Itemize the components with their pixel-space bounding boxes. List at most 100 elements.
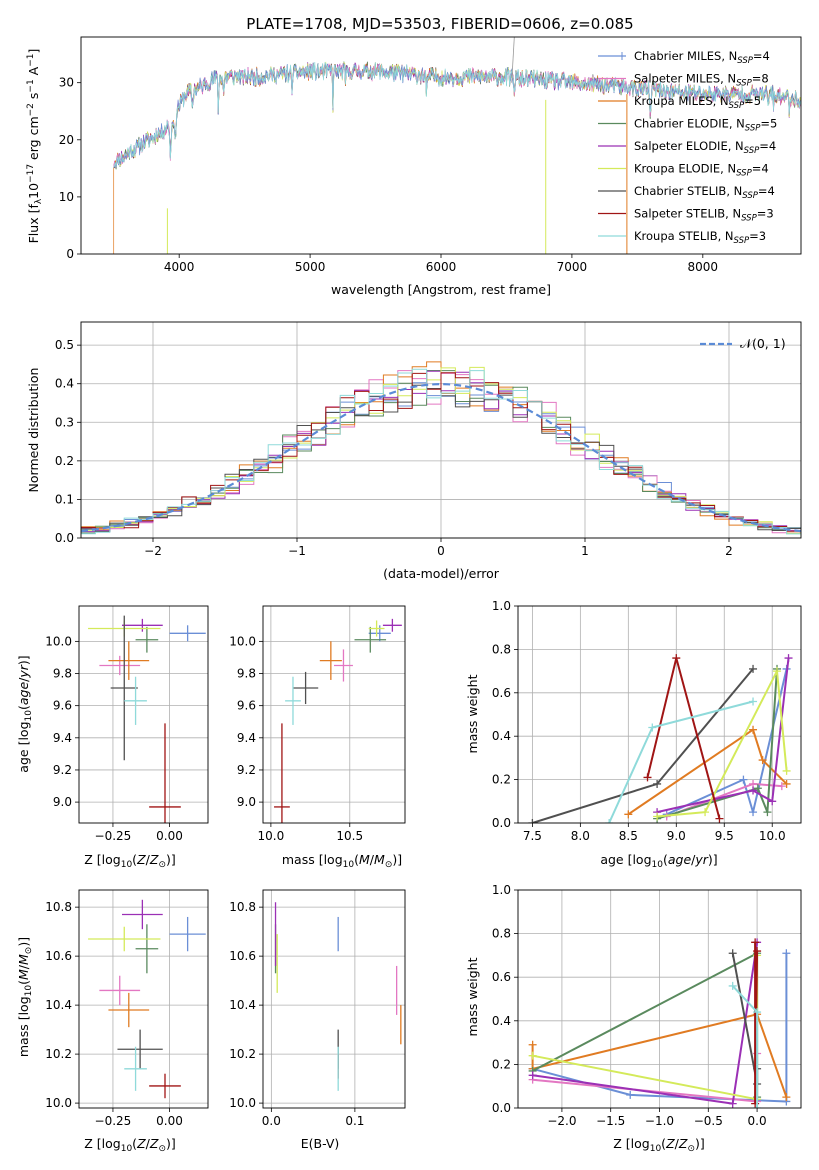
- y-tick-label: 10.0: [229, 1096, 256, 1110]
- x-tick-label: 0.0: [262, 1114, 281, 1128]
- spectrum-legend: Chabrier MILES, NSSP=4 Salpeter MILES, NS…: [598, 49, 777, 246]
- legend-label: Kroupa MILES, NSSP=5: [634, 94, 761, 111]
- y-tick-label: 10: [59, 190, 74, 204]
- y-tick-label: 10.8: [45, 900, 72, 914]
- y-tick-label: 0.5: [55, 338, 74, 352]
- y-tick-label: 0.6: [492, 686, 511, 700]
- histogram-step: [81, 372, 801, 534]
- weight-marker: [753, 947, 762, 956]
- weight-age-x-axis-label: age [log10(age/yr)]: [600, 852, 717, 870]
- age-z-y-axis-label: age [log10(age/yr)]: [16, 655, 34, 772]
- weight-marker: [782, 949, 791, 958]
- x-tick-label: −0.5: [694, 1114, 723, 1128]
- mass-vs-metallicity-grid: [79, 890, 208, 1108]
- weight-marker: [784, 654, 793, 663]
- histogram-step: [81, 370, 801, 535]
- y-tick-label: 0.4: [492, 729, 511, 743]
- weight-vs-age-frame: [517, 605, 802, 824]
- age-z-x-axis-label: Z [log10(Z/Z⊙)]: [84, 852, 176, 870]
- x-tick-label: 10.5: [336, 829, 363, 843]
- x-tick-label: 4000: [164, 260, 195, 274]
- y-tick-label: 0.8: [492, 642, 511, 656]
- spectrum-line: [113, 61, 801, 168]
- weight-marker: [528, 1071, 537, 1080]
- y-tick-label: 9.4: [237, 731, 256, 745]
- x-tick-label: 10.0: [759, 829, 786, 843]
- histogram-step: [81, 384, 801, 532]
- weight-marker: [728, 981, 737, 990]
- age-mass-x-axis-label: mass [log10(M/M⊙)]: [282, 852, 402, 870]
- y-tick-label: 0.2: [492, 773, 511, 787]
- x-tick-label: 0.1: [345, 1114, 364, 1128]
- x-tick-label: 6000: [426, 260, 457, 274]
- age-vs-mass-grid: [263, 606, 405, 823]
- y-tick-label: 10.6: [45, 949, 72, 963]
- residuals-marks: [81, 361, 801, 537]
- y-tick-label: 0.8: [492, 927, 511, 941]
- x-tick-label: 8.5: [619, 829, 638, 843]
- weight-line: [656, 657, 790, 814]
- age-vs-metallicity-panel: −0.25 0.00 9.0 9.2 9.4 9.6 9.8 10.0 Z [log10(Z/…: [16, 605, 209, 870]
- weight-line: [666, 668, 788, 816]
- y-tick-label: 0.1: [55, 492, 74, 506]
- y-tick-label: 10.8: [229, 900, 256, 914]
- age-vs-metallicity-marks: [88, 615, 206, 823]
- y-tick-label: 9.2: [53, 763, 72, 777]
- y-tick-label: 9.4: [53, 731, 72, 745]
- weight-vs-metallicity-frame: [517, 889, 802, 1109]
- y-tick-label: 0.4: [55, 377, 74, 391]
- x-tick-label: 2: [725, 544, 733, 558]
- weight-vs-metallicity-panel: −2.0 −1.5 −1.0 −0.5 0.0 0.0 0.2 0.4 0.6 0.8 1.0 Z …: [465, 883, 802, 1154]
- y-tick-label: 9.0: [237, 795, 256, 809]
- weight-marker: [653, 812, 662, 821]
- x-tick-label: −0.25: [95, 1114, 132, 1128]
- weight-marker: [749, 808, 758, 817]
- x-tick-label: 0.0: [748, 1114, 767, 1128]
- weight-line: [656, 668, 778, 820]
- legend-label: Kroupa ELODIE, NSSP=4: [634, 162, 769, 179]
- weight-marker: [528, 1051, 537, 1060]
- mass-vs-ebv-grid: [263, 890, 405, 1108]
- y-tick-label: 0.0: [492, 1101, 511, 1115]
- y-tick-label: 1.0: [492, 883, 511, 897]
- x-tick-label: 10.0: [258, 829, 285, 843]
- weight-marker: [626, 1090, 635, 1099]
- weight-marker: [763, 808, 772, 817]
- x-tick-label: −1.5: [596, 1114, 625, 1128]
- weight-marker: [739, 775, 748, 784]
- legend-label: Salpeter STELIB, NSSP=3: [634, 207, 774, 224]
- mass-ebv-x-axis-label: E(B-V): [301, 1136, 340, 1151]
- spectrum-x-axis-label: wavelength [Angstrom, rest frame]: [331, 282, 551, 297]
- x-tick-label: −1.0: [645, 1114, 674, 1128]
- x-tick-label: 8.0: [571, 829, 590, 843]
- spectrum-spike: [511, 37, 515, 83]
- mass-vs-metallicity-frame: [78, 889, 209, 1109]
- y-tick-label: 9.0: [53, 795, 72, 809]
- mass-vs-ebv-frame: [262, 889, 406, 1109]
- figure-title: PLATE=1708, MJD=53503, FIBERID=0606, z=0…: [246, 15, 633, 33]
- y-tick-label: 10.4: [45, 998, 72, 1012]
- weight-vs-metallicity-marks: [528, 938, 791, 1108]
- histogram-step: [81, 368, 801, 535]
- weight-marker: [768, 797, 777, 806]
- weight-marker: [715, 814, 724, 823]
- weight-marker: [749, 786, 758, 795]
- weight-marker: [782, 1093, 791, 1102]
- weight-marker: [777, 782, 786, 791]
- mass-z-x-axis-label: Z [log10(Z/Z⊙)]: [84, 1136, 176, 1154]
- mass-vs-metallicity-panel: −0.25 0.00 10.0 10.2 10.4 10.6 10.8 Z [log10(Z…: [16, 889, 209, 1154]
- y-tick-label: 0.6: [492, 970, 511, 984]
- y-tick-label: 0.2: [55, 454, 74, 468]
- y-tick-label: 10.2: [229, 1047, 256, 1061]
- y-tick-label: 9.8: [53, 667, 72, 681]
- x-tick-label: 7000: [557, 260, 588, 274]
- x-tick-label: −1: [288, 544, 306, 558]
- weight-marker: [753, 1008, 762, 1017]
- weight-line: [532, 952, 759, 1098]
- weight-marker: [648, 723, 657, 732]
- residuals-x-axis-label: (data-model)/error: [383, 566, 500, 581]
- weight-line: [657, 670, 788, 818]
- weight-marker: [749, 725, 758, 734]
- normal-legend-label: 𝒩(0, 1): [740, 336, 786, 351]
